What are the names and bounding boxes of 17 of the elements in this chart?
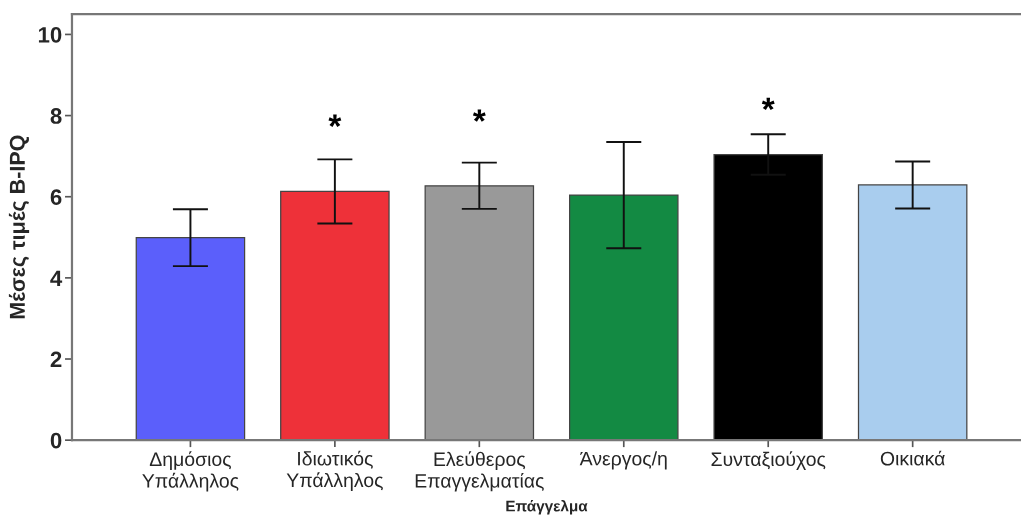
y-tick-label: 4 bbox=[50, 270, 63, 286]
y-tick-label: 0 bbox=[50, 432, 62, 449]
y-tick-label: 10 bbox=[38, 26, 62, 43]
y-axis-title: Μέσες τιμές B-IPQ bbox=[8, 135, 30, 319]
x-tick-label: Άνεργος/η bbox=[579, 451, 667, 470]
y-tick-label: 2 bbox=[50, 351, 62, 368]
y-tick-label: 8 bbox=[50, 108, 62, 124]
x-tick-label: Δημόσιος Υπάλληλος bbox=[142, 451, 239, 492]
x-tick-label: Ιδιωτικός Υπάλληλος bbox=[286, 450, 383, 491]
y-tick-label: 6 bbox=[50, 189, 62, 205]
x-tick-label: Ελεύθερος Επαγγελματίας bbox=[415, 451, 544, 492]
x-axis-title: Επάγγελμα bbox=[506, 499, 588, 515]
annotation: * bbox=[328, 114, 342, 127]
annotation: * bbox=[472, 109, 486, 122]
x-tick-label: Συνταξιούχος bbox=[711, 451, 826, 470]
annotation: * bbox=[761, 97, 775, 111]
x-tick-label: Οικιακά bbox=[880, 450, 945, 466]
